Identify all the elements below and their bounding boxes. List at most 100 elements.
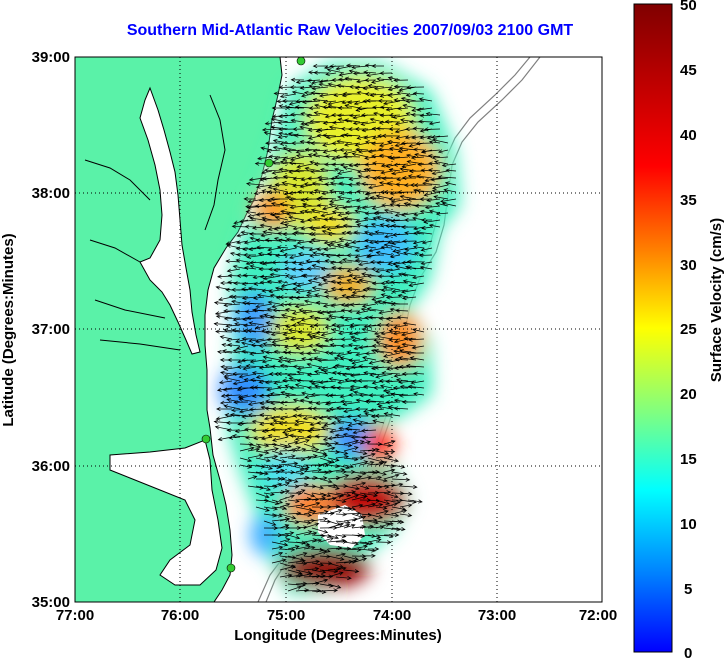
velocity-arrow	[302, 310, 321, 315]
velocity-arrow	[311, 485, 324, 490]
velocity-arrow	[295, 530, 313, 536]
velocity-arrow	[294, 105, 313, 110]
velocity-arrow	[431, 170, 449, 176]
velocity-arrow	[373, 300, 385, 305]
velocity-arrow	[246, 315, 265, 321]
velocity-arrow	[390, 198, 409, 204]
velocity-arrow	[348, 331, 361, 336]
velocity-arrow	[279, 524, 290, 529]
velocity-arrow	[375, 460, 388, 466]
velocity-arrow	[259, 413, 273, 418]
velocity-arrow	[293, 422, 305, 427]
velocity-arrow	[316, 420, 329, 426]
velocity-arrow	[291, 90, 305, 95]
velocity-arrow	[363, 230, 377, 235]
velocity-arrow	[271, 450, 284, 456]
velocity-arrow	[320, 212, 337, 218]
velocity-arrow	[311, 334, 329, 340]
velocity-arrow	[383, 208, 401, 214]
velocity-arrow	[292, 176, 305, 181]
velocity-arrow	[335, 454, 350, 459]
velocity-arrow	[263, 469, 281, 475]
velocity-arrow	[262, 176, 281, 181]
velocity-arrow	[404, 247, 417, 252]
velocity-arrow	[243, 252, 257, 258]
velocity-arrow	[277, 134, 289, 139]
velocity-arrow	[375, 334, 393, 340]
x-axis: 77:00 76:00 75:00 74:00 73:00 72:00 Long…	[56, 607, 617, 644]
velocity-arrow	[408, 169, 425, 174]
velocity-arrow	[343, 511, 361, 516]
velocity-arrow	[320, 266, 337, 271]
velocity-arrow	[297, 252, 313, 257]
velocity-arrow	[232, 380, 249, 386]
velocity-arrow	[394, 121, 409, 126]
velocity-arrow	[351, 240, 369, 245]
velocity-arrow	[421, 240, 433, 245]
velocity-arrow	[347, 309, 361, 314]
velocity-arrow	[391, 527, 406, 532]
velocity-arrow	[278, 167, 297, 172]
velocity-arrow	[319, 548, 331, 553]
velocity-arrow	[230, 412, 249, 417]
velocity-arrow	[277, 371, 297, 376]
velocity-arrow	[311, 527, 329, 534]
velocity-arrow	[313, 188, 329, 193]
velocity-arrow	[286, 211, 305, 216]
velocity-arrow	[261, 288, 273, 293]
velocity-arrow	[393, 349, 409, 354]
velocity-arrow	[271, 457, 287, 464]
velocity-arrow	[413, 212, 425, 217]
velocity-arrow	[377, 98, 393, 103]
velocity-arrow	[311, 476, 328, 481]
velocity-arrow	[295, 345, 313, 350]
velocity-arrow	[391, 477, 411, 482]
velocity-arrow	[303, 182, 321, 187]
velocity-arrow	[288, 197, 305, 202]
velocity-arrow	[380, 245, 393, 250]
velocity-arrow	[218, 380, 233, 385]
velocity-arrow	[225, 259, 241, 264]
velocity-arrow	[357, 106, 377, 111]
velocity-arrow	[335, 324, 353, 329]
velocity-arrow	[361, 272, 377, 277]
velocity-arrow	[397, 190, 417, 195]
velocity-arrow	[396, 315, 409, 320]
velocity-arrow	[408, 119, 425, 124]
velocity-arrow	[279, 219, 297, 225]
velocity-arrow	[391, 289, 409, 294]
velocity-arrow	[225, 420, 241, 425]
velocity-arrow	[265, 399, 281, 404]
velocity-arrow	[267, 226, 281, 231]
velocity-arrow	[315, 330, 329, 335]
velocity-arrow	[367, 546, 380, 552]
velocity-arrow	[292, 127, 305, 132]
velocity-arrow	[344, 118, 361, 123]
velocity-arrow	[406, 159, 425, 165]
velocity-arrow	[336, 419, 353, 424]
velocity-arrow	[435, 201, 449, 207]
velocity-arrow	[371, 79, 385, 84]
velocity-arrow	[329, 189, 345, 194]
velocity-arrow	[245, 301, 265, 306]
velocity-arrow	[239, 446, 255, 452]
velocity-arrow	[441, 163, 457, 168]
velocity-arrow	[299, 398, 313, 403]
velocity-arrow	[343, 464, 354, 469]
velocity-arrow	[421, 225, 433, 230]
velocity-arrow	[396, 90, 409, 96]
velocity-arrow	[348, 358, 361, 363]
velocity-arrow	[269, 421, 281, 427]
velocity-arrow	[279, 247, 297, 253]
velocity-arrow	[287, 585, 302, 592]
velocity-arrow	[301, 204, 321, 209]
velocity-arrow	[342, 166, 361, 172]
velocity-arrow	[423, 219, 441, 224]
velocity-arrow	[440, 198, 457, 204]
velocity-arrow	[301, 99, 321, 105]
velocity-arrow	[309, 160, 321, 165]
velocity-arrow	[349, 113, 361, 118]
velocity-arrow	[311, 562, 325, 567]
velocity-arrow	[385, 295, 401, 300]
velocity-arrow	[413, 392, 425, 397]
